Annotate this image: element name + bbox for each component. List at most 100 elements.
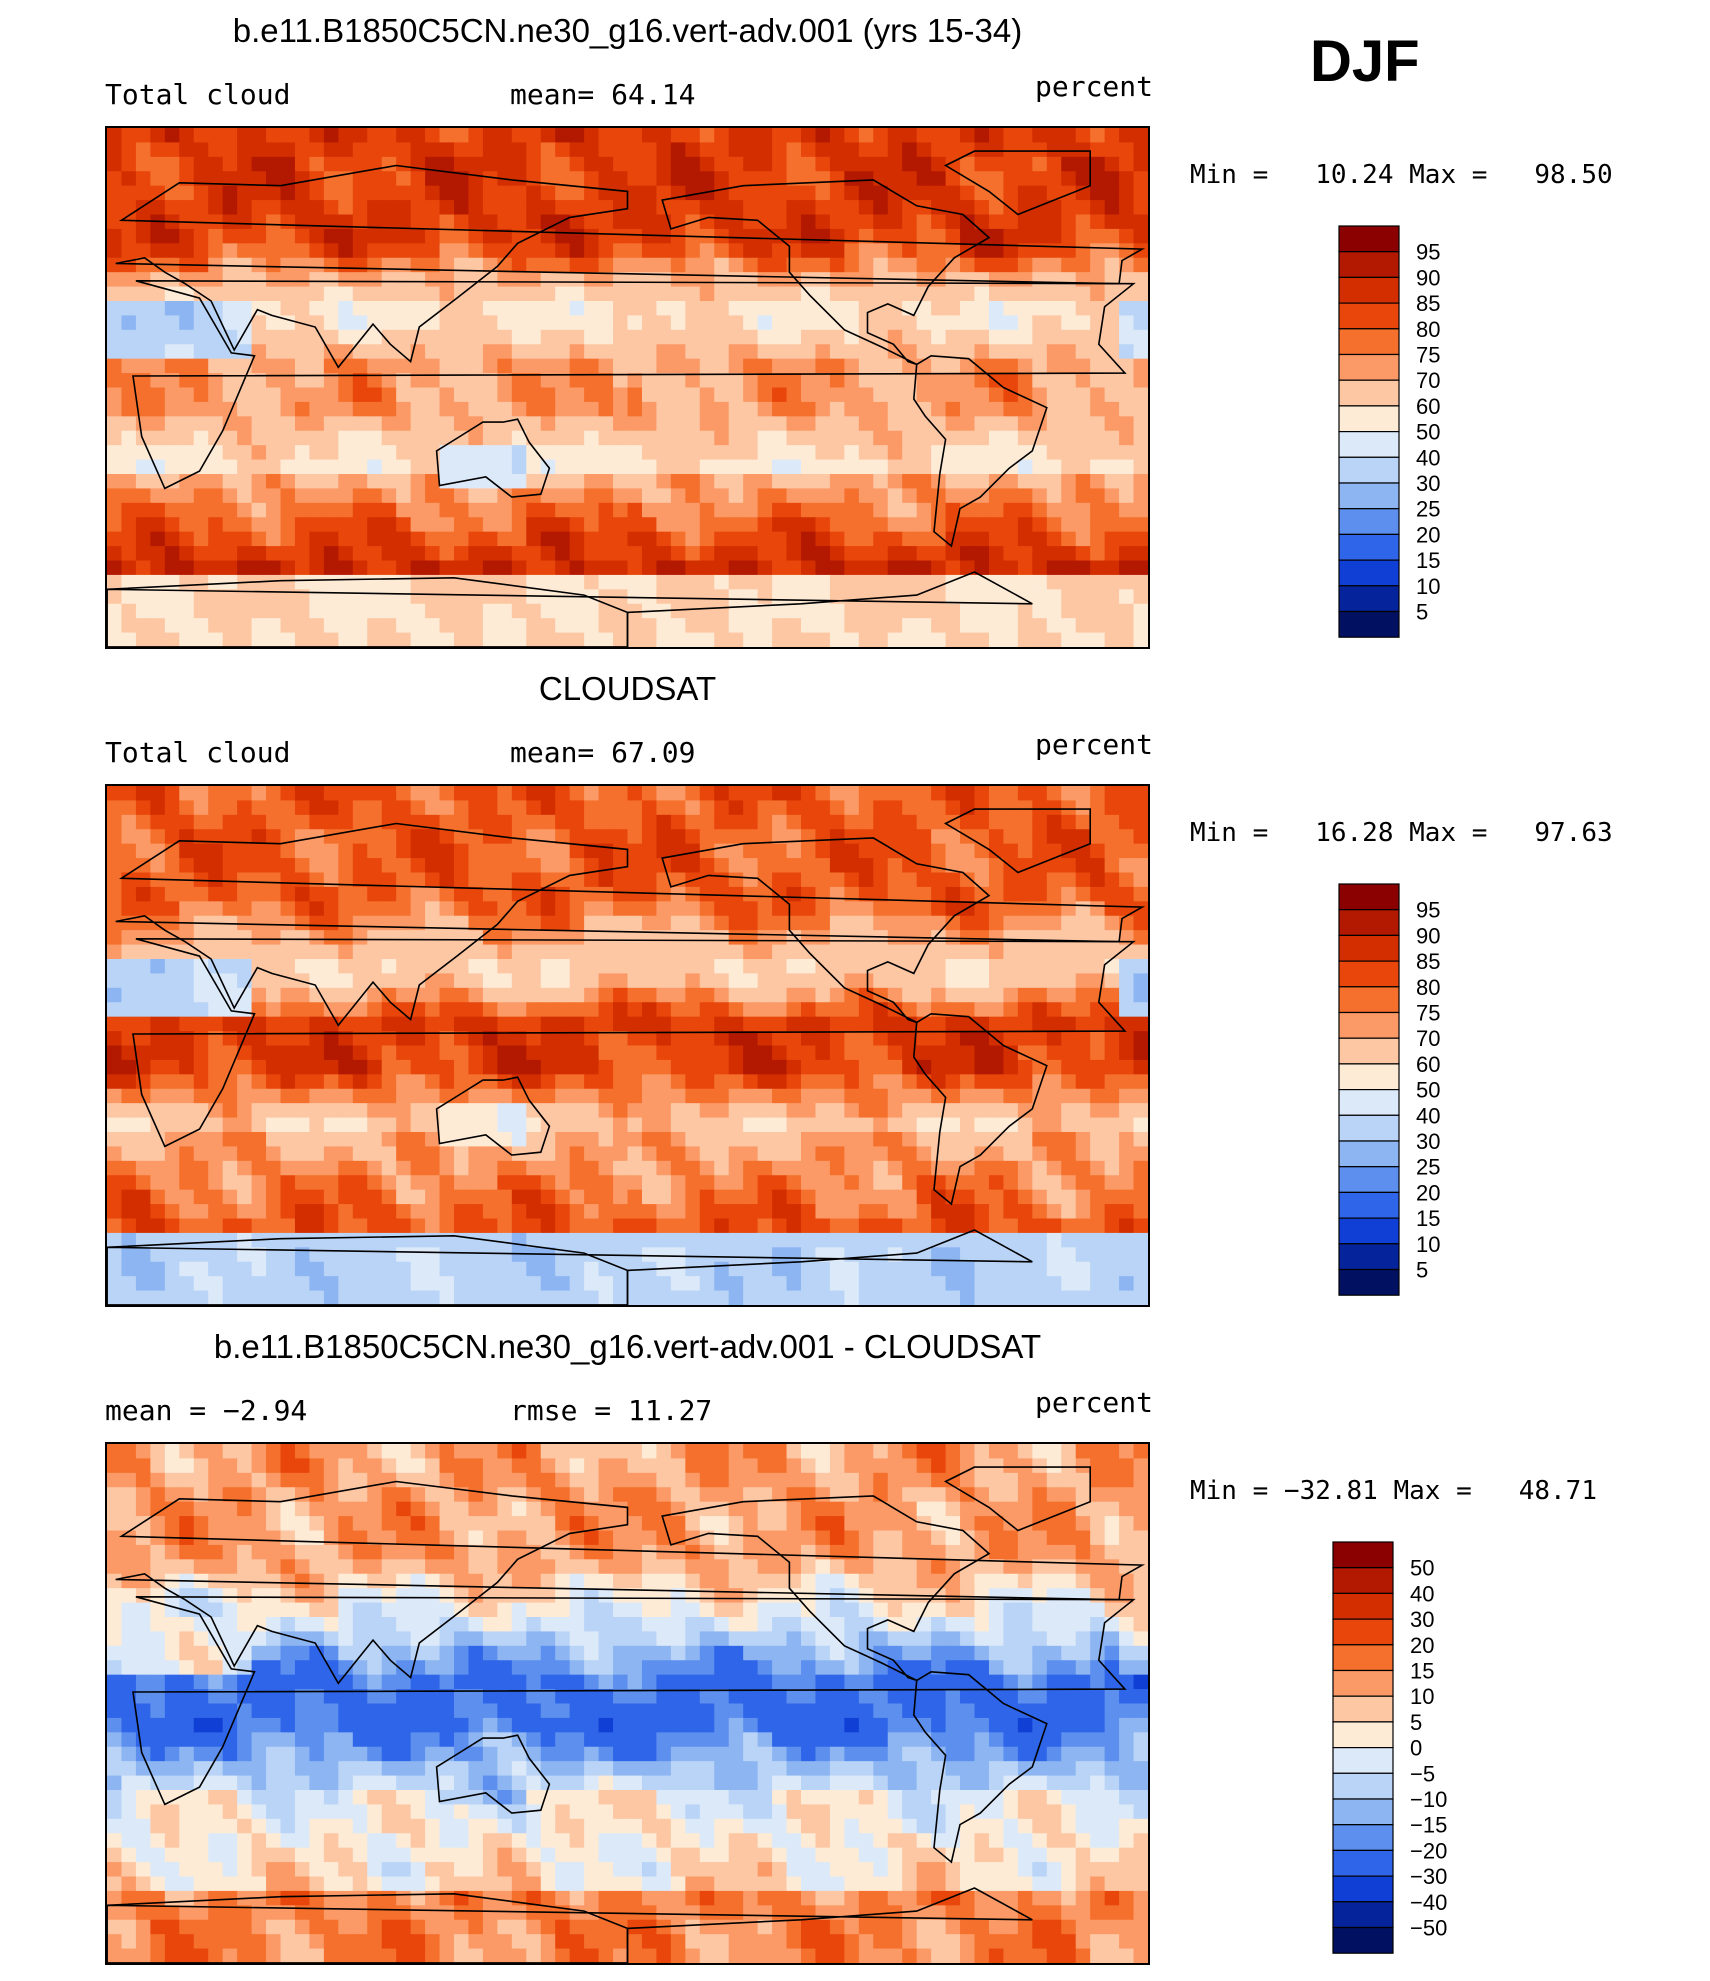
heatmap-cell xyxy=(974,1232,990,1248)
heatmap-cell xyxy=(208,228,224,244)
heatmap-cell xyxy=(685,474,701,490)
heatmap-cell xyxy=(627,329,643,345)
heatmap-cell xyxy=(1090,387,1106,403)
heatmap-cell xyxy=(179,603,195,619)
heatmap-cell xyxy=(1046,200,1062,216)
heatmap-cell xyxy=(728,445,744,461)
heatmap-cell xyxy=(1032,257,1048,273)
heatmap-cell xyxy=(858,228,874,244)
heatmap-cell xyxy=(107,430,123,446)
heatmap-cell xyxy=(858,858,874,874)
heatmap-cell xyxy=(468,200,484,216)
heatmap-cell xyxy=(699,502,715,518)
heatmap-cell xyxy=(425,574,441,590)
heatmap-cell xyxy=(367,286,383,302)
heatmap-cell xyxy=(150,786,166,802)
heatmap-cell xyxy=(656,589,672,605)
heatmap-cell xyxy=(107,814,123,830)
heatmap-cell xyxy=(714,430,730,446)
heatmap-cell xyxy=(121,445,137,461)
heatmap-cell xyxy=(381,858,397,874)
heatmap-cell xyxy=(873,1132,889,1148)
heatmap-cell xyxy=(367,517,383,533)
heatmap-cell xyxy=(743,517,759,533)
heatmap-cell xyxy=(685,401,701,417)
heatmap-cell xyxy=(468,1204,484,1220)
heatmap-cell xyxy=(1017,814,1033,830)
heatmap-cell xyxy=(815,257,831,273)
heatmap-cell xyxy=(1003,315,1019,331)
heatmap-cell xyxy=(425,1247,441,1263)
heatmap-cell xyxy=(641,1204,658,1220)
heatmap-cell xyxy=(150,301,166,317)
heatmap-cell xyxy=(714,171,730,187)
heatmap-cell xyxy=(454,387,470,403)
heatmap-cell xyxy=(280,560,296,576)
heatmap-cell xyxy=(396,430,412,446)
heatmap-cell xyxy=(728,171,744,187)
heatmap-cell xyxy=(931,286,947,302)
heatmap-cell xyxy=(352,1204,368,1220)
heatmap-cell xyxy=(540,1232,556,1248)
heatmap-cell xyxy=(772,1160,788,1176)
heatmap-cell xyxy=(598,214,614,230)
heatmap-cell xyxy=(454,1175,470,1191)
heatmap-cell xyxy=(266,930,282,946)
heatmap-cell xyxy=(454,1117,470,1133)
heatmap-cell xyxy=(786,1045,802,1061)
heatmap-cell xyxy=(410,416,426,432)
heatmap-cell xyxy=(786,128,802,144)
heatmap-cell xyxy=(1133,142,1148,158)
heatmap-cell xyxy=(193,1232,209,1248)
heatmap-cell xyxy=(367,445,383,461)
heatmap-cell xyxy=(1017,156,1033,172)
heatmap-cell xyxy=(107,987,123,1003)
heatmap-cell xyxy=(1119,632,1135,647)
heatmap-cell xyxy=(743,200,759,216)
heatmap-cell xyxy=(873,1204,889,1220)
heatmap-cell xyxy=(280,1247,296,1263)
heatmap-cell xyxy=(511,474,527,490)
heatmap-cell xyxy=(656,272,672,288)
heatmap-cell xyxy=(613,886,629,902)
heatmap-cell xyxy=(685,1146,701,1162)
heatmap-cell xyxy=(425,959,441,975)
heatmap-cell xyxy=(266,243,282,259)
heatmap-cell xyxy=(887,286,903,302)
heatmap-cell xyxy=(454,315,470,331)
heatmap-cell xyxy=(497,1088,513,1104)
heatmap-cell xyxy=(367,603,383,619)
heatmap-cell xyxy=(714,1002,730,1018)
heatmap-cell xyxy=(1046,1045,1062,1061)
heatmap-cell xyxy=(598,344,614,360)
heatmap-cell xyxy=(844,430,860,446)
heatmap-cell xyxy=(728,829,744,845)
heatmap-cell xyxy=(497,843,513,859)
heatmap-cell xyxy=(641,200,658,216)
colorbar-swatch xyxy=(1338,379,1400,407)
heatmap-cell xyxy=(916,401,932,417)
heatmap-cell xyxy=(497,872,513,888)
heatmap-cell xyxy=(1090,1117,1106,1133)
heatmap-cell xyxy=(858,1132,874,1148)
heatmap-cell xyxy=(613,1016,629,1032)
heatmap-cell xyxy=(280,445,296,461)
heatmap-cell xyxy=(569,1031,585,1047)
heatmap-cell xyxy=(931,546,947,562)
heatmap-cell xyxy=(801,786,817,802)
heatmap-cell xyxy=(294,1016,311,1032)
heatmap-cell xyxy=(988,228,1005,244)
heatmap-cell xyxy=(1133,1204,1148,1220)
heatmap-cell xyxy=(829,603,845,619)
heatmap-cell xyxy=(482,618,498,634)
heatmap-cell xyxy=(555,1189,571,1205)
heatmap-cell xyxy=(121,430,137,446)
heatmap-cell xyxy=(294,1045,311,1061)
heatmap-cell xyxy=(858,1146,874,1162)
heatmap-cell xyxy=(974,800,990,816)
heatmap-cell xyxy=(237,1189,253,1205)
heatmap-cell xyxy=(150,858,166,874)
heatmap-cell xyxy=(1104,1088,1120,1104)
heatmap-cell xyxy=(656,474,672,490)
heatmap-cell xyxy=(974,445,990,461)
